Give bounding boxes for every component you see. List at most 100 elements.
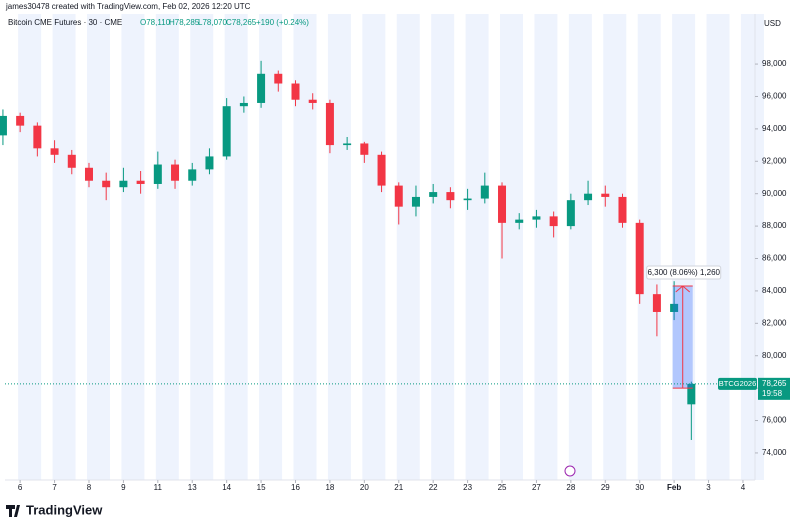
candle-body xyxy=(360,143,369,155)
x-tick-label: 13 xyxy=(188,483,197,492)
session-band xyxy=(465,14,489,480)
session-band xyxy=(431,14,455,480)
x-tick-label: 29 xyxy=(601,483,610,492)
x-tick-label: 16 xyxy=(291,483,300,492)
candle-body xyxy=(239,102,248,107)
candle-body xyxy=(153,164,162,184)
candle-body xyxy=(16,115,25,126)
y-tick-label: 92,000 xyxy=(762,156,787,165)
legend-high: H78,285 xyxy=(169,18,200,27)
session-band xyxy=(259,14,283,480)
x-tick-label: 14 xyxy=(222,483,231,492)
session-band xyxy=(603,14,627,480)
symbol-label: BTCG2026 xyxy=(719,379,757,388)
session-band xyxy=(155,14,179,480)
candle-body xyxy=(566,200,575,227)
candle-body xyxy=(119,180,128,188)
session-band xyxy=(396,14,420,480)
x-tick-label: 6 xyxy=(18,483,23,492)
x-tick-label: 11 xyxy=(154,483,163,492)
y-tick-label: 94,000 xyxy=(762,124,787,133)
candle-body xyxy=(411,196,420,207)
candle-body xyxy=(274,73,283,84)
legend-close: C78,265 xyxy=(226,18,257,27)
candle-body xyxy=(394,185,403,207)
candle-body xyxy=(601,193,610,197)
candle-body xyxy=(33,125,42,149)
y-tick-label: 84,000 xyxy=(762,286,787,295)
candle-body xyxy=(67,154,76,168)
x-tick-label: 15 xyxy=(257,483,266,492)
price-box xyxy=(758,377,790,400)
candle-body xyxy=(652,294,661,312)
candle-body xyxy=(325,102,334,146)
price-label: 78,265 xyxy=(762,379,787,388)
candle-body xyxy=(84,167,93,181)
symbol-box xyxy=(718,377,757,390)
x-tick-label: 22 xyxy=(429,483,438,492)
candle-body xyxy=(670,303,679,312)
session-band xyxy=(190,14,214,480)
session-band xyxy=(224,14,248,480)
candle-body xyxy=(532,216,541,220)
header: james30478 created with TradingView.com,… xyxy=(5,2,251,11)
y-tick-label: 74,000 xyxy=(762,448,787,457)
x-tick-label: 30 xyxy=(635,483,644,492)
candle-body xyxy=(584,193,593,201)
candle-body xyxy=(102,180,111,188)
x-tick-label: 25 xyxy=(498,483,507,492)
candle-body xyxy=(222,106,231,157)
y-tick-label: 80,000 xyxy=(762,351,787,360)
x-tick-label: 27 xyxy=(532,483,541,492)
brand-logo: TradingView xyxy=(6,502,103,517)
candle-body xyxy=(377,154,386,186)
x-tick-label: 23 xyxy=(463,483,472,492)
session-band xyxy=(327,14,351,480)
x-tick-label: 28 xyxy=(566,483,575,492)
y-tick-label: 90,000 xyxy=(762,189,787,198)
x-tick-label: 18 xyxy=(325,483,334,492)
session-band xyxy=(740,14,764,480)
candle-body xyxy=(515,219,524,223)
countdown-label: 19:58 xyxy=(762,389,783,398)
session-band xyxy=(500,14,524,480)
measure-label-box xyxy=(646,265,722,280)
legend: Bitcoin CME Futures · 30 · CME O78,110 H… xyxy=(8,18,309,27)
x-tick-label: 8 xyxy=(87,483,92,492)
session-band xyxy=(637,14,661,480)
candle-body xyxy=(257,73,266,103)
x-tick-label: 21 xyxy=(394,483,403,492)
legend-change: +190 (+0.24%) xyxy=(256,18,309,27)
y-tick-label: 82,000 xyxy=(762,318,787,327)
candle-body xyxy=(308,99,317,103)
y-tick-label: 76,000 xyxy=(762,416,787,425)
y-tick-label: 98,000 xyxy=(762,59,787,68)
session-band xyxy=(18,14,42,480)
session-band xyxy=(52,14,76,480)
x-tick-label: 9 xyxy=(121,483,126,492)
legend-low: L78,070 xyxy=(198,18,227,27)
session-band xyxy=(86,14,110,480)
x-tick-label: 3 xyxy=(706,483,711,492)
candle-body xyxy=(188,169,197,181)
measure-label: 6,300 (8.06%) 1,260 xyxy=(647,268,720,277)
y-tick-label: 88,000 xyxy=(762,221,787,230)
session-band xyxy=(568,14,592,480)
currency: USD xyxy=(764,19,781,28)
y-tick-label: 86,000 xyxy=(762,254,787,263)
session-band xyxy=(534,14,558,480)
candle-body xyxy=(205,156,214,170)
candle-body xyxy=(446,192,455,201)
brand: TradingView xyxy=(26,502,103,517)
candle-body xyxy=(291,83,300,100)
candle-body xyxy=(635,222,644,295)
candle-body xyxy=(618,196,627,223)
x-tick-label: 20 xyxy=(360,483,369,492)
candle-body xyxy=(343,143,352,146)
candle-body xyxy=(50,148,59,155)
x-tick-label: Feb xyxy=(667,483,681,492)
legend-symbol: Bitcoin CME Futures · 30 · CME xyxy=(8,18,122,27)
candle-body xyxy=(480,185,489,199)
session-band xyxy=(121,14,145,480)
